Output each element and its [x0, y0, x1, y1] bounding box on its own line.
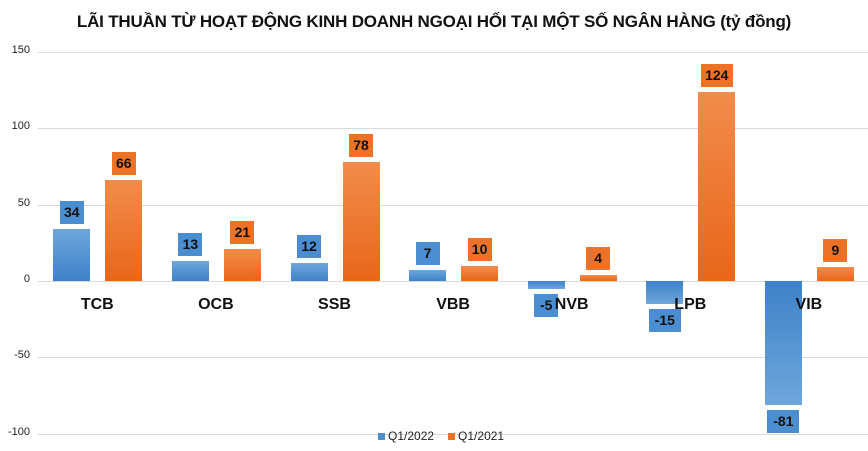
- legend-swatch-icon: [378, 432, 385, 440]
- bar-ocb-q1-2022: [171, 261, 209, 281]
- data-label: 21: [230, 220, 255, 244]
- data-label: 78: [349, 133, 373, 157]
- data-label: -15: [648, 308, 681, 332]
- y-tick-label: -100: [7, 425, 30, 438]
- data-label: 7: [415, 242, 440, 266]
- bar-ssb-q1-2022: [290, 262, 328, 281]
- x-category-label: OCB: [198, 296, 234, 313]
- x-category-label: VIB: [795, 296, 823, 313]
- x-category-label: SSB: [318, 296, 351, 313]
- legend: Q1/2022 Q1/2021: [378, 429, 504, 443]
- gridline: [38, 52, 868, 54]
- bar-tcb-q1-2022: [53, 229, 91, 281]
- bar-vib-q1-2022: [764, 281, 802, 405]
- data-label: -81: [767, 409, 800, 433]
- data-label: 124: [700, 63, 733, 87]
- gridline: [38, 357, 868, 359]
- data-label: 13: [178, 233, 203, 257]
- gridline: [38, 281, 868, 282]
- bar-nvb-q1-2022: [527, 281, 565, 289]
- bar-vib-q1-2021: [816, 267, 854, 281]
- y-tick-label: 50: [17, 196, 30, 209]
- x-category-label: NVB: [554, 296, 589, 313]
- y-tick-label: 150: [11, 44, 30, 57]
- y-tick-label: 100: [11, 120, 30, 133]
- bar-vbb-q1-2022: [409, 270, 447, 281]
- bar-lpb-q1-2022: [646, 281, 684, 304]
- chart-title: LÃI THUẦN TỪ HOẠT ĐỘNG KINH DOANH NGOẠI …: [76, 12, 792, 31]
- legend-label: Q1/2021: [458, 429, 505, 443]
- bar-vbb-q1-2021: [461, 265, 499, 281]
- x-category-label: LPB: [674, 296, 707, 313]
- bar-nvb-q1-2021: [579, 274, 617, 281]
- y-tick-label: -50: [14, 349, 30, 362]
- data-label: 12: [297, 234, 321, 258]
- data-label: 4: [586, 246, 611, 270]
- legend-item: Q1/2022: [378, 429, 434, 443]
- data-label: -5: [534, 293, 559, 317]
- data-label: 34: [59, 201, 84, 225]
- bar-ssb-q1-2021: [342, 161, 380, 281]
- legend-label: Q1/2022: [388, 429, 435, 443]
- bar-lpb-q1-2021: [698, 91, 736, 281]
- legend-swatch-icon: [448, 432, 456, 440]
- x-category-label: VBB: [436, 296, 470, 313]
- data-label: 10: [467, 237, 492, 261]
- legend-item: Q1/2021: [448, 429, 504, 443]
- x-category-label: TCB: [80, 296, 114, 313]
- gridline: [38, 204, 868, 206]
- bar-tcb-q1-2021: [105, 180, 143, 281]
- gridline: [38, 128, 868, 130]
- bar-ocb-q1-2021: [223, 248, 261, 281]
- y-tick-label: 0: [23, 273, 30, 285]
- data-label: 66: [111, 152, 136, 176]
- data-label: 9: [823, 239, 848, 263]
